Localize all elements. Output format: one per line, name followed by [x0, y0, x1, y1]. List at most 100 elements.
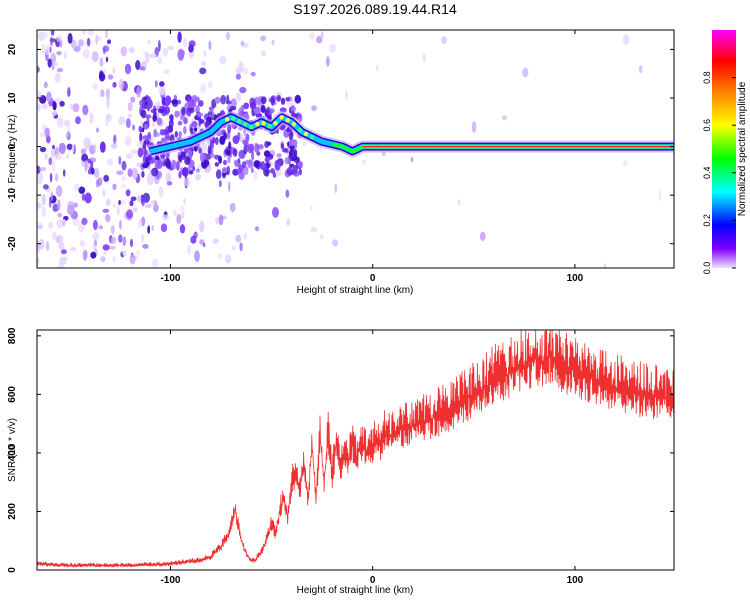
spectrogram-cell	[100, 89, 105, 98]
snr-x-ticks: -100 0 100	[160, 330, 584, 586]
snr-frame	[36, 329, 675, 571]
spectrogram-cell	[74, 183, 80, 191]
spectrogram-cell	[226, 94, 230, 104]
spectrogram-cell	[50, 36, 53, 47]
spectrogram-cell	[258, 144, 264, 150]
spectrogram-cell	[176, 99, 182, 105]
spectrogram-cell	[203, 50, 207, 57]
spectrogram-cell	[316, 35, 323, 44]
spectrogram-cell	[66, 127, 70, 140]
spectrogram-cell	[147, 39, 152, 45]
spectrogram-cell	[57, 212, 63, 218]
ridge-hotspot	[224, 117, 230, 122]
spectrogram-cell	[67, 87, 71, 97]
snr-ytick-label: 200	[7, 503, 18, 520]
ridge-hotspot	[285, 118, 290, 123]
spectrogram-cell	[250, 71, 256, 77]
spectrogram-cell	[142, 244, 149, 249]
spectrogram-cell	[58, 142, 66, 155]
spectrogram-cell	[181, 106, 186, 116]
spectrogram-cell	[51, 160, 56, 172]
spectrogram-cell	[158, 39, 161, 52]
spectrogram-cell	[125, 153, 133, 160]
spectrogram-cell	[81, 193, 86, 201]
spectrogram-cell	[289, 144, 295, 152]
spectrogram-cell	[112, 203, 116, 209]
colorbar-label: Normalized spectral amplitude	[737, 81, 748, 216]
spectrogram-cell	[94, 168, 100, 179]
spectrogram-cell	[245, 133, 250, 143]
spectrogram-cell	[110, 143, 118, 149]
spectrogram-cell	[180, 212, 185, 219]
spectrogram-cell	[177, 120, 183, 126]
spectrogram-cell	[102, 189, 106, 197]
ridge-hotspot	[303, 131, 309, 137]
spectrogram-cell	[222, 159, 228, 166]
spectrogram-cell	[199, 152, 205, 163]
spectrogram-cell	[144, 203, 152, 208]
spectrogram-cell	[232, 148, 238, 157]
spectrogram-cell	[158, 86, 166, 96]
spectrogram-cell	[200, 83, 207, 94]
snr-xtick-label: 100	[567, 575, 584, 586]
spectrogram-cell	[90, 167, 95, 175]
spectrogram-cell	[328, 43, 336, 53]
ridge-hotspot	[249, 124, 254, 130]
spectrogram-cell	[41, 43, 46, 55]
spectrogram-cell	[603, 263, 607, 268]
spectrogram-cell	[286, 218, 291, 226]
spectrogram-cell	[124, 63, 132, 75]
spectrogram-cell	[196, 112, 204, 117]
spectrogram-cell	[41, 194, 46, 206]
spectrogram-cell	[58, 118, 62, 123]
spectrogram-cell	[53, 61, 58, 67]
spectrogram-cell	[215, 217, 220, 225]
spectrogram-cell	[89, 112, 94, 124]
spectrogram-cell	[116, 205, 120, 216]
spectrogram-cell	[219, 55, 227, 65]
spectrogram-cell	[103, 68, 107, 75]
spectrogram-cell	[54, 153, 62, 160]
spectrogram-cell	[92, 232, 100, 240]
snr-ytick-label: 800	[7, 327, 18, 344]
spectrogram-cell	[196, 168, 200, 173]
spectrogram-cell	[80, 148, 87, 155]
spectrogram-cell	[156, 117, 163, 126]
spectrogram-cell	[254, 147, 260, 153]
spectrogram-cell	[214, 162, 220, 167]
spectrogram-cell	[59, 39, 63, 48]
spectrogram-cell	[239, 86, 247, 94]
spectrogram-cell	[215, 169, 222, 180]
spectrogram-cell	[125, 189, 131, 197]
spectrogram-cell	[297, 161, 303, 168]
spectrogram-cell	[280, 97, 286, 105]
spectrogram-cell	[107, 39, 111, 45]
spectrogram-cell	[147, 225, 151, 234]
figure-title: S197.2026.089.19.44.R14	[293, 1, 457, 17]
spectrogram-cell	[92, 82, 99, 91]
spectrogram-cell	[154, 200, 157, 206]
spectrogram-cell	[66, 143, 73, 150]
spectrogram-cell	[37, 202, 42, 209]
spectrogram-cell	[220, 94, 227, 105]
spectrogram-cell	[422, 53, 426, 63]
spectrogram-cell	[230, 98, 237, 109]
spectrogram-cell	[118, 199, 121, 206]
spectrogram-cell	[83, 137, 88, 148]
spectrogram-cell	[260, 104, 266, 114]
spectrogram-cell	[63, 119, 71, 127]
spectrogram-cell	[160, 106, 167, 117]
spectrogram-cell	[46, 91, 52, 102]
spectrogram-frame	[36, 29, 675, 269]
spectrogram-cell	[289, 163, 295, 168]
spectrogram-cell	[149, 53, 157, 59]
spectrogram-cell	[270, 168, 275, 174]
spectrogram-cell	[99, 141, 106, 153]
spectrogram-cell	[96, 127, 99, 133]
spectrogram-cell	[218, 155, 223, 164]
spectrogram-xtick-label: 0	[370, 273, 376, 284]
spectrogram-cell	[284, 157, 290, 165]
spectrogram-cell	[168, 119, 174, 128]
